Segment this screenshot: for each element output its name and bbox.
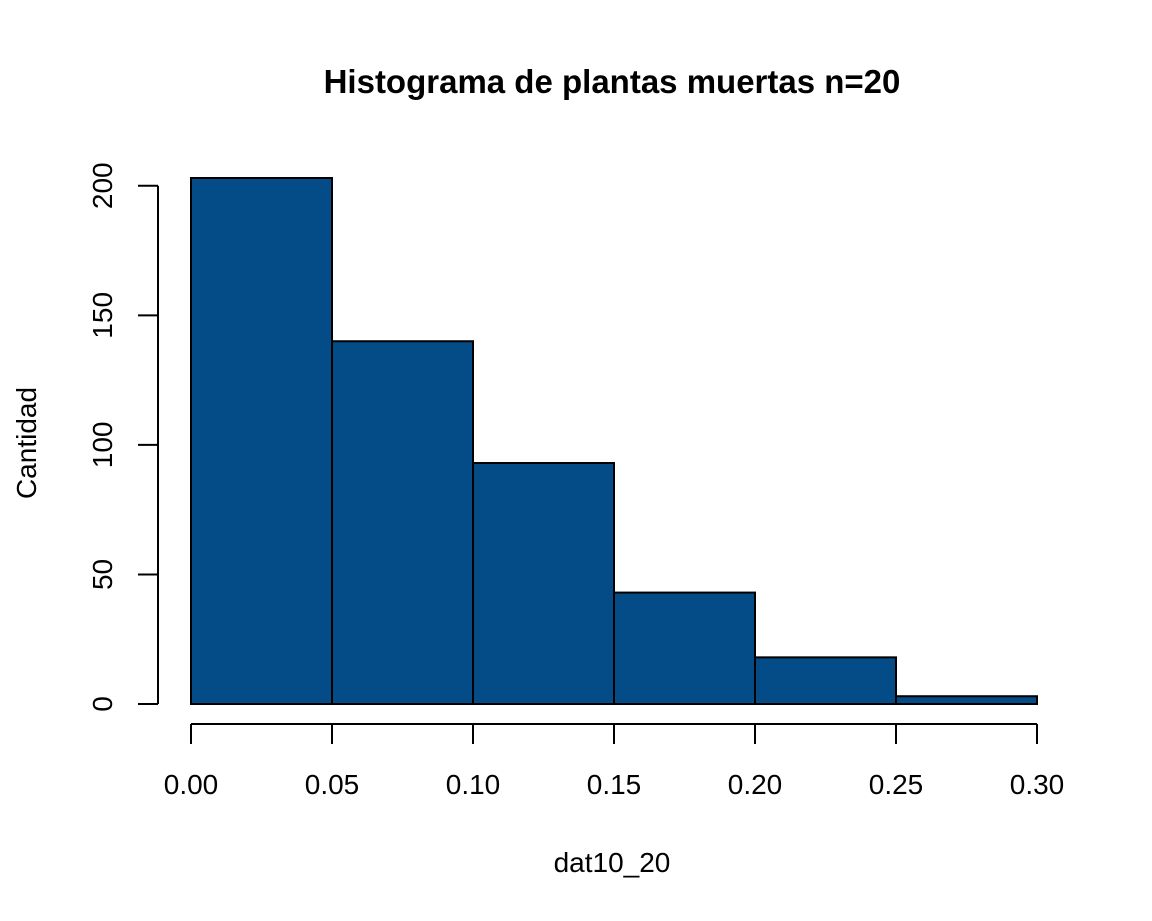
bars-group — [190, 177, 1038, 706]
chart-title: Histograma de plantas muertas n=20 — [324, 63, 901, 100]
y-axis-label: Cantidad — [11, 387, 42, 499]
y-tick-label-4: 200 — [87, 162, 118, 209]
y-tick-label-3: 150 — [87, 292, 118, 339]
x-tick-label-0: 0.00 — [164, 769, 219, 800]
x-tick-label-3: 0.15 — [587, 769, 642, 800]
histogram-bar-6 — [895, 695, 1038, 706]
y-tick-label-2: 100 — [87, 422, 118, 469]
histogram-bar-4 — [613, 591, 756, 706]
y-axis: 0 50 100 150 200 — [87, 162, 159, 712]
histogram-bar-5 — [754, 656, 897, 706]
histogram-bar-2 — [331, 340, 474, 705]
x-tick-label-1: 0.05 — [305, 769, 360, 800]
y-tick-label-1: 50 — [87, 559, 118, 590]
x-axis: 0.00 0.05 0.10 0.15 0.20 0.25 0.30 — [164, 723, 1065, 800]
y-tick-label-0: 0 — [87, 696, 118, 712]
x-tick-label-5: 0.25 — [869, 769, 924, 800]
histogram-bar-1 — [190, 177, 333, 705]
x-tick-label-2: 0.10 — [446, 769, 501, 800]
histogram-bar-3 — [472, 462, 615, 705]
x-axis-label: dat10_20 — [554, 847, 671, 878]
x-tick-label-4: 0.20 — [728, 769, 783, 800]
x-tick-label-6: 0.30 — [1010, 769, 1065, 800]
